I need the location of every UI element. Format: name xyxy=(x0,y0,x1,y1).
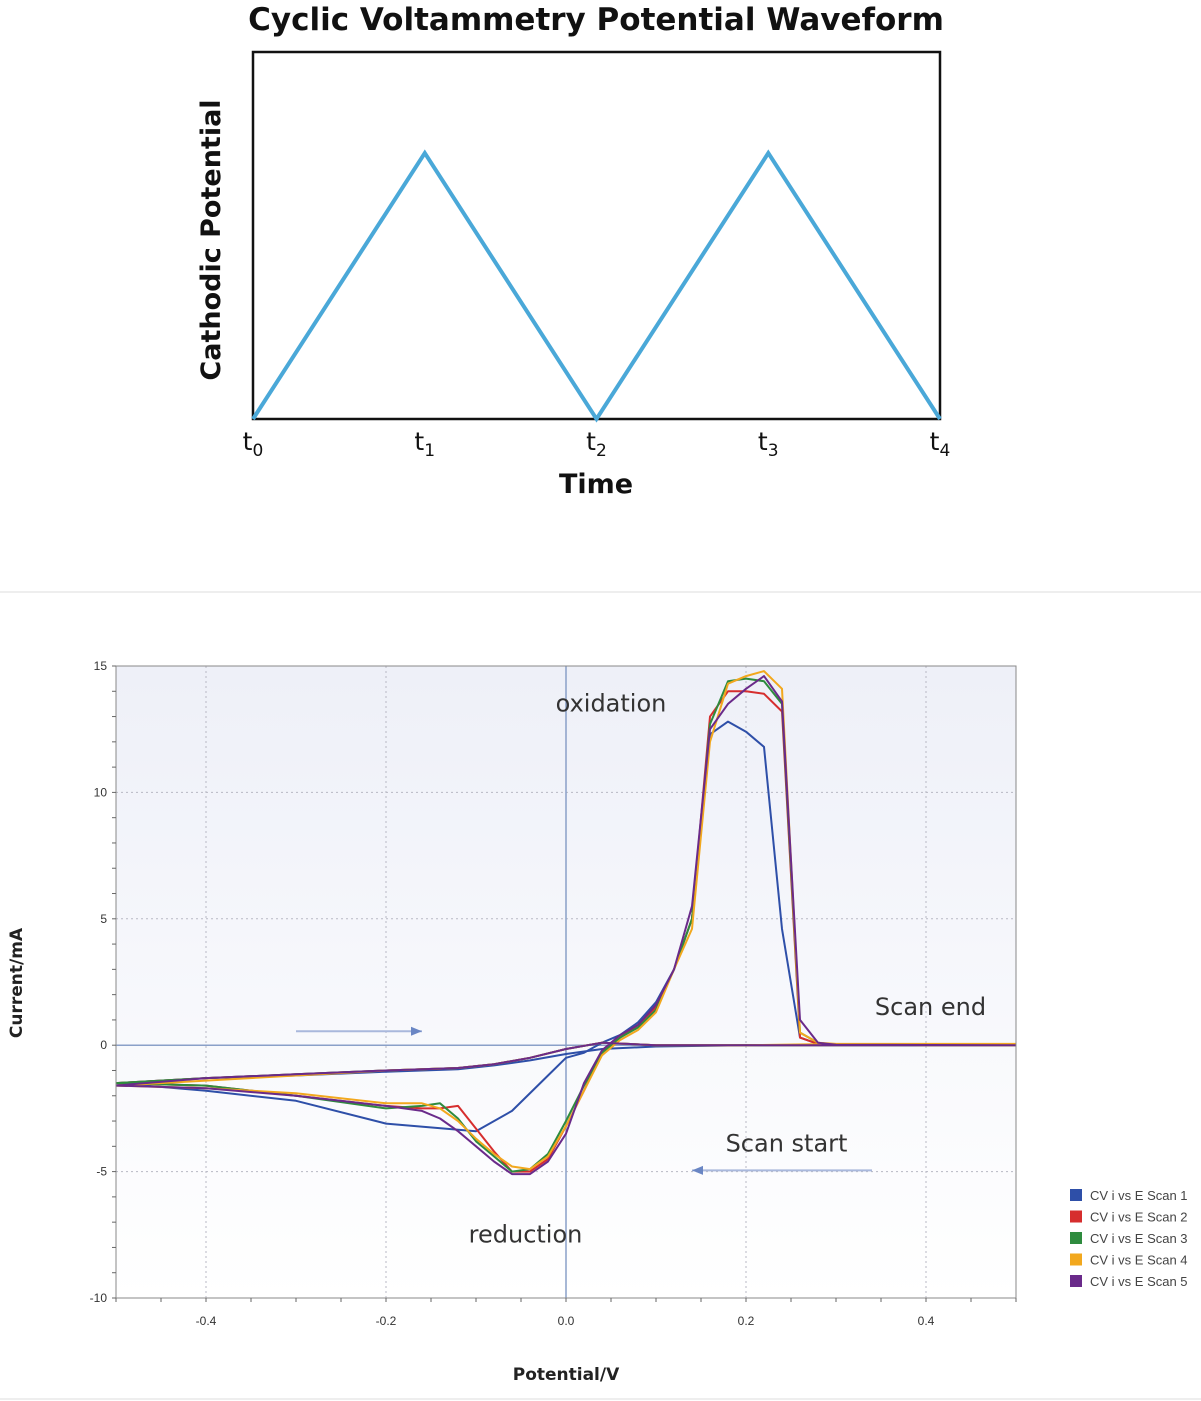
plot-frame xyxy=(251,50,942,421)
x-tick-label: 0.4 xyxy=(918,1314,935,1328)
x-tick-sub: 2 xyxy=(596,441,607,461)
x-tick-sub: 1 xyxy=(424,441,435,461)
y-axis-title: Cathodic Potential xyxy=(196,99,227,380)
y-axis-title: Current/mA xyxy=(7,927,27,1038)
x-tick-sub: 4 xyxy=(939,441,950,461)
scan-direction-arrows xyxy=(296,1026,872,1175)
y-tick-label: 15 xyxy=(94,659,108,673)
legend-swatch xyxy=(1070,1210,1082,1223)
x-tick-main: t xyxy=(930,427,940,456)
legend-swatch xyxy=(1070,1253,1082,1266)
x-tick-labels: t0 t1 t2 t3 t4 xyxy=(243,427,951,461)
annotation-label: reduction xyxy=(469,1220,583,1248)
x-tick-sub: 0 xyxy=(252,441,263,461)
x-tick-main: t xyxy=(586,427,596,456)
legend-label: CV i vs E Scan 4 xyxy=(1090,1253,1188,1268)
x-tick-main: t xyxy=(243,427,253,456)
legend-label: CV i vs E Scan 5 xyxy=(1090,1274,1188,1289)
y-tick-labels: -10 -5 0 5 10 15 xyxy=(90,659,108,1305)
annotations: oxidation Scan end Scan start reduction xyxy=(469,690,986,1249)
x-tick-main: t xyxy=(758,427,768,456)
series-line-scan-5 xyxy=(116,675,1016,1176)
arrow-head xyxy=(411,1026,422,1036)
y-tick-label: 0 xyxy=(100,1038,107,1052)
arrow-head xyxy=(692,1165,703,1175)
waveform-chart: Cyclic Voltammetry Potential Waveform t0… xyxy=(196,2,950,500)
legend-swatch xyxy=(1070,1275,1082,1287)
annotation-label: Scan start xyxy=(726,1129,848,1157)
annotation-label: Scan end xyxy=(875,993,986,1021)
legend-label: CV i vs E Scan 1 xyxy=(1090,1188,1188,1203)
x-tick-label: -0.4 xyxy=(196,1314,217,1328)
chart-title: Cyclic Voltammetry Potential Waveform xyxy=(248,2,944,38)
x-tick-sub: 3 xyxy=(768,441,779,461)
series-group xyxy=(116,670,1016,1176)
x-tick-labels: -0.4 -0.2 0.0 0.2 0.4 xyxy=(196,1314,935,1328)
legend-label: CV i vs E Scan 2 xyxy=(1090,1210,1188,1225)
legend-swatch xyxy=(1070,1189,1082,1201)
axis-ticks xyxy=(112,665,1017,1302)
x-tick-label: -0.2 xyxy=(376,1314,397,1328)
series-group xyxy=(251,149,942,423)
x-tick-main: t xyxy=(414,427,424,456)
annotation-label: oxidation xyxy=(556,690,667,718)
y-tick-label: -5 xyxy=(96,1165,107,1179)
series-line-scan-1 xyxy=(116,720,1016,1133)
y-tick-label: 5 xyxy=(100,912,107,926)
legend-label: CV i vs E Scan 3 xyxy=(1090,1231,1188,1246)
x-tick-label: 0.0 xyxy=(558,1314,575,1328)
y-tick-label: -10 xyxy=(90,1291,108,1305)
series-line-0 xyxy=(251,149,942,423)
legend: CV i vs E Scan 1 CV i vs E Scan 2 CV i vs … xyxy=(1070,1188,1188,1289)
x-tick-label: t0 xyxy=(243,427,264,461)
x-axis-title: Potential/V xyxy=(513,1365,620,1385)
voltammogram-chart: -0.4 -0.2 0.0 0.2 0.4 -10 -5 0 5 10 15 oxidation S… xyxy=(7,659,1188,1385)
x-tick-label: t4 xyxy=(930,427,951,461)
x-tick-label: t2 xyxy=(586,427,607,461)
x-tick-label: 0.2 xyxy=(738,1314,755,1328)
y-tick-label: 10 xyxy=(94,785,108,799)
x-tick-label: t1 xyxy=(414,427,435,461)
x-tick-label: t3 xyxy=(758,427,779,461)
legend-swatch xyxy=(1070,1232,1082,1244)
x-axis-title: Time xyxy=(559,469,633,500)
